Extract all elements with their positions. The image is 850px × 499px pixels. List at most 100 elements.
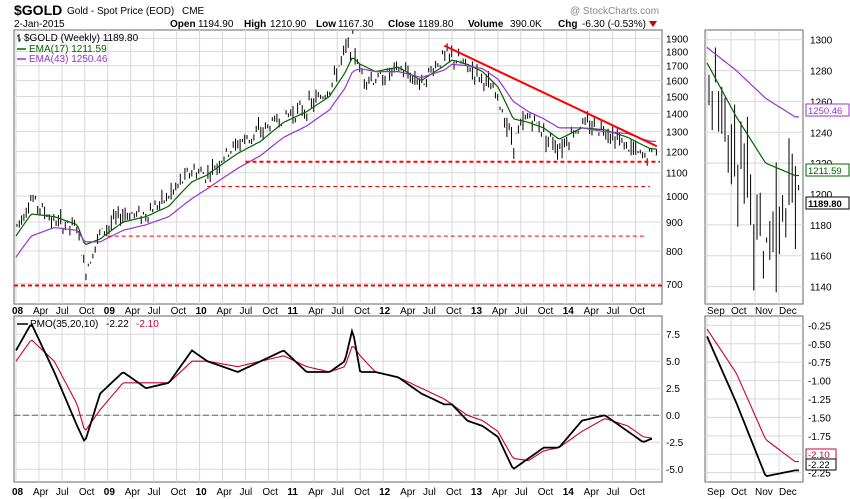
main-legend: $GOLD (Weekly) 1189.80 EMA(17) 1211.59 E… (17, 33, 139, 65)
zoom-ema17-line (706, 62, 799, 177)
main-y-tick: 1600 (666, 77, 689, 88)
grid-lines (14, 30, 803, 482)
pmo-x-tick: 13 (471, 487, 483, 498)
pmo-y-tick: 0.0 (666, 411, 680, 422)
zoom-y-tick: 1200 (810, 190, 833, 201)
legend-pmo-name: PMO(35,20,10) (30, 319, 98, 330)
legend-pmo-signal: -2.10 (136, 319, 159, 330)
main-y-tick: 1100 (666, 169, 688, 180)
main-panel-frame (13, 29, 663, 305)
badge-pmo-bg (805, 458, 837, 471)
chg-value: -6.30 (-0.53%) (582, 19, 646, 30)
main-y-tick: 700 (666, 280, 683, 291)
zoom-pmo-y-tick: -1.25 (808, 395, 831, 406)
zoom-ema43-line (706, 46, 799, 118)
symbol-title: $GOLD (14, 2, 62, 18)
legend-price-swatch (17, 34, 21, 42)
ema17-line (15, 57, 656, 246)
zoom-pmo-y-tick: -1.50 (808, 413, 831, 424)
zoom-pmo-y-tick: -0.50 (808, 340, 831, 351)
pmo-x-tick: Oct (262, 487, 278, 498)
badge-ema17-bg (805, 163, 850, 177)
pmo-x-tick: Jul (607, 487, 620, 498)
zoom-y-tick: 1180 (810, 221, 832, 232)
zoom-pmo-x-tick: Oct (731, 487, 747, 498)
main-x-tick: Jul (607, 306, 620, 317)
chart-marks (14, 30, 800, 478)
main-x-tick: 14 (563, 306, 575, 317)
pmo-y-tick: 7.5 (666, 330, 680, 341)
main-x-tick: 08 (12, 306, 24, 317)
badge-ema43: 1250.46 (808, 106, 842, 117)
pmo-x-tick: Oct (79, 487, 95, 498)
pmo-x-tick: Apr (33, 487, 49, 498)
down-arrow-icon (649, 21, 657, 27)
high-label: High (244, 19, 266, 30)
zoom-y-tick: 1300 (810, 36, 833, 47)
main-x-tick: 10 (196, 306, 208, 317)
main-y-tick: 1200 (666, 147, 689, 158)
main-x-tick: Oct (354, 306, 370, 317)
zoom-pmo-line (706, 336, 799, 478)
zoom-y-tick: 1260 (810, 97, 833, 108)
volume-label: Volume (468, 19, 504, 30)
main-x-tick: Apr (492, 306, 508, 317)
main-y-tick: 1300 (666, 128, 689, 139)
pmo-y-tick: 2.5 (666, 384, 680, 395)
main-x-tick: Apr (33, 306, 49, 317)
main-x-tick: 12 (379, 306, 391, 317)
badge-close: 1189.80 (808, 199, 842, 210)
pmo-panel-frame (13, 315, 663, 483)
exchange-label: CME (182, 6, 205, 17)
main-y-tick: 1400 (666, 109, 689, 120)
legend-ema17: EMA(17) 1211.59 (29, 44, 107, 55)
main-x-tick: Apr (400, 306, 416, 317)
high-value: 1210.90 (270, 19, 307, 30)
main-x-tick: Apr (584, 306, 600, 317)
zoom-pmo-y-tick: -0.25 (808, 321, 831, 332)
pmo-x-tick: Oct (171, 487, 187, 498)
zoom-pmo-y-tick: -2.25 (808, 469, 831, 480)
pmo-y-tick: -5.0 (666, 465, 684, 476)
pmo-x-tick: Jul (515, 487, 528, 498)
main-x-tick: Apr (217, 306, 233, 317)
zoom-y-tick: 1160 (810, 252, 832, 263)
badge-ema43-bg (805, 103, 850, 117)
zoom-pmo-y-tick: -1.75 (808, 432, 831, 443)
ohlc-summary: Open 1194.90 High 1210.90 Low 1167.30 Cl… (170, 19, 657, 30)
zoom-pmo-x-tick: Sep (707, 487, 725, 498)
instrument-name: Gold - Spot Price (EOD) (67, 6, 174, 17)
close-value: 1189.80 (418, 19, 454, 30)
badge-pmo: -2.22 (808, 460, 830, 471)
pmo-line (15, 323, 653, 470)
pmo-x-tick: Jul (148, 487, 161, 498)
main-y-tick: 800 (666, 247, 683, 258)
zoom-x-tick: Dec (779, 306, 797, 317)
pmo-x-tick: 11 (287, 487, 298, 498)
main-x-tick: Oct (446, 306, 462, 317)
pmo-x-tick: Jul (56, 487, 69, 498)
legend-main: $GOLD (Weekly) 1189.80 (24, 33, 139, 44)
pmo-x-tick: 10 (196, 487, 208, 498)
main-y-tick: 1900 (666, 34, 689, 45)
pmo-x-tick: 08 (12, 487, 24, 498)
date-label: 2-Jan-2015 (14, 19, 65, 30)
pmo-x-tick: Oct (354, 487, 370, 498)
main-x-tick: Jul (56, 306, 69, 317)
zoom-y-tick: 1140 (810, 283, 832, 294)
watermark: @ StockCharts.com (570, 6, 659, 17)
pmo-x-tick: Jul (423, 487, 436, 498)
zoom-x-tick: Sep (707, 306, 725, 317)
main-x-tick: Jul (331, 306, 344, 317)
main-x-tick: Oct (538, 306, 554, 317)
main-y-tick: 1000 (666, 192, 689, 203)
pmo-x-tick: 12 (379, 487, 391, 498)
pmo-x-tick: 09 (104, 487, 116, 498)
zoom-x-tick: Oct (731, 306, 747, 317)
zoom-x-tick: Nov (755, 306, 773, 317)
main-x-tick: 09 (104, 306, 116, 317)
badge-pmo-sig: -2.10 (808, 450, 830, 461)
pmo-x-tick: Apr (584, 487, 600, 498)
zoom-pmo-x-tick: Nov (755, 487, 773, 498)
